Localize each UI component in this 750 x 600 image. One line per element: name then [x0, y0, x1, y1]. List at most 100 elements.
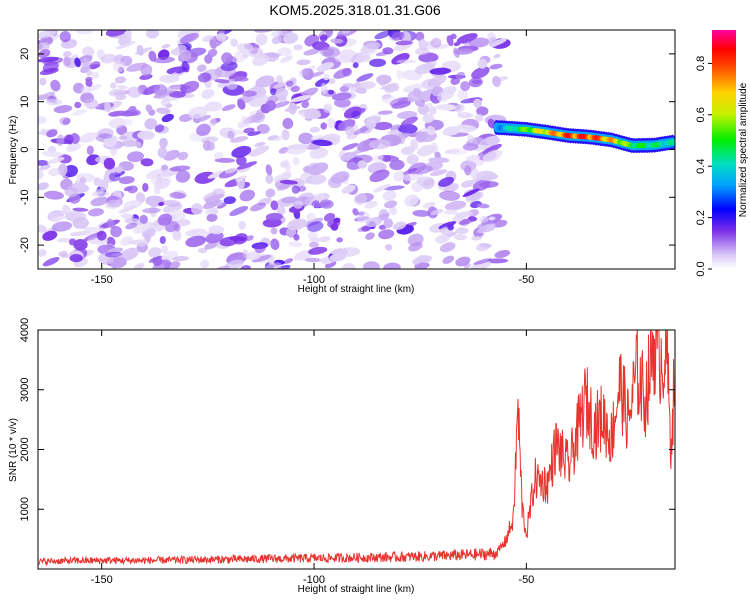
- heatmap-cell: [363, 261, 380, 269]
- heatmap-cell: [175, 170, 191, 183]
- heatmap-cell: [390, 124, 401, 131]
- heatmap-cell: [262, 218, 282, 228]
- heatmap-cell: [278, 147, 289, 154]
- heatmap-cell: [308, 162, 329, 176]
- heatmap-cell: [323, 133, 341, 141]
- heatmap-cell: [254, 142, 266, 147]
- heatmap-cell: [487, 118, 496, 129]
- heatmap-cell: [226, 80, 238, 90]
- heatmap-cell: [442, 255, 455, 264]
- heatmap-cell: [188, 106, 208, 119]
- heatmap-cell: [320, 122, 328, 130]
- heatmap-cell: [175, 44, 187, 53]
- heatmap-cell: [231, 145, 252, 158]
- heatmap-cell: [351, 110, 361, 120]
- snr-y-ticks: 1000 2000 3000 4000: [19, 318, 675, 521]
- heatmap-cell: [69, 254, 84, 263]
- heatmap-cell: [159, 137, 168, 149]
- heatmap-cell: [193, 115, 212, 123]
- heatmap-cell: [166, 66, 188, 75]
- heatmap-cell: [206, 213, 218, 222]
- heatmap-cell: [139, 74, 153, 80]
- heatmap-cell: [486, 258, 509, 264]
- y-tick-label: 2000: [19, 437, 31, 461]
- heatmap-cell: [434, 151, 441, 159]
- heatmap-cell: [83, 102, 99, 108]
- heatmap-cell: [58, 250, 68, 257]
- heatmap-cell: [361, 225, 371, 232]
- heatmap-cell: [314, 77, 330, 87]
- heatmap-cell: [444, 149, 460, 154]
- heatmap-cell: [250, 202, 266, 212]
- heatmap-cell: [74, 57, 81, 68]
- heatmap-cell: [38, 182, 49, 191]
- heatmap-cell: [290, 95, 312, 102]
- heatmap-cell: [415, 31, 425, 41]
- colorbar: 0.0 0.2 0.4 0.6 0.8 Normalized spectral ampl…: [695, 30, 749, 277]
- heatmap-cell: [38, 42, 49, 52]
- heatmap-ridge: [493, 120, 675, 154]
- heatmap-cell: [62, 117, 71, 125]
- heatmap-cell: [92, 191, 110, 198]
- heatmap-cell: [90, 196, 109, 207]
- heatmap-cell: [306, 212, 316, 222]
- heatmap-cell: [404, 194, 419, 207]
- heatmap-cell: [279, 179, 299, 185]
- heatmap-cell: [355, 87, 367, 94]
- heatmap-cell: [42, 230, 58, 241]
- heatmap-cell: [153, 91, 173, 99]
- heatmap-cell: [275, 264, 291, 269]
- heatmap-cell: [38, 94, 49, 100]
- colorbar-ticks: 0.0 0.2 0.4 0.6 0.8: [695, 56, 712, 277]
- colorbar-label: Normalized spectral amplitude: [738, 82, 749, 217]
- heatmap-cell: [51, 221, 73, 232]
- heatmap-cell: [373, 183, 391, 193]
- heatmap-cell: [297, 185, 307, 192]
- heatmap-cell: [281, 129, 290, 141]
- x-tick-label: -150: [91, 574, 113, 586]
- heatmap-cell: [422, 113, 435, 123]
- heatmap-cell: [479, 215, 489, 224]
- heatmap-cell: [185, 235, 207, 248]
- y-tick-label: 1000: [19, 497, 31, 521]
- heatmap-cell: [185, 228, 207, 237]
- heatmap-cell: [438, 176, 455, 187]
- heatmap-cell: [120, 247, 139, 261]
- heatmap-cell: [377, 75, 387, 87]
- heatmap-cell: [105, 30, 127, 37]
- heatmap-cell: [39, 67, 59, 76]
- heatmap-cell: [482, 149, 503, 163]
- heatmap-cell: [236, 178, 245, 190]
- heatmap-cell: [152, 259, 172, 269]
- heatmap-cell: [204, 101, 223, 112]
- heatmap-cell: [49, 215, 66, 222]
- heatmap-cell: [339, 85, 350, 93]
- heatmap-cell: [202, 140, 212, 151]
- heatmap-cell: [276, 205, 286, 216]
- y-tick-label: 10: [19, 96, 31, 108]
- heatmap-cell: [444, 200, 467, 211]
- heatmap-cell: [118, 135, 128, 141]
- heatmap-cell: [342, 143, 359, 151]
- heatmap-cell: [395, 40, 413, 46]
- heatmap-cell: [323, 103, 333, 113]
- heatmap-cell: [271, 35, 283, 45]
- heatmap-cell: [233, 76, 249, 82]
- heatmap-cell: [100, 53, 117, 64]
- heatmap-cell: [120, 118, 133, 126]
- heatmap-cell: [407, 233, 424, 246]
- heatmap-cell: [57, 154, 72, 164]
- heatmap-cell: [326, 118, 336, 129]
- heatmap-cell: [48, 168, 62, 176]
- heatmap-cell: [369, 58, 387, 68]
- heatmap-cell: [246, 251, 262, 261]
- heatmap-cell: [63, 134, 74, 145]
- heatmap-cell: [422, 60, 437, 70]
- heatmap-cell: [105, 251, 123, 258]
- heatmap-cell: [397, 123, 418, 134]
- heatmap-cell: [169, 165, 191, 172]
- heatmap-cell: [200, 259, 210, 269]
- heatmap-cell: [280, 160, 289, 168]
- heatmap-cell: [283, 32, 299, 44]
- heatmap-cell: [365, 232, 375, 240]
